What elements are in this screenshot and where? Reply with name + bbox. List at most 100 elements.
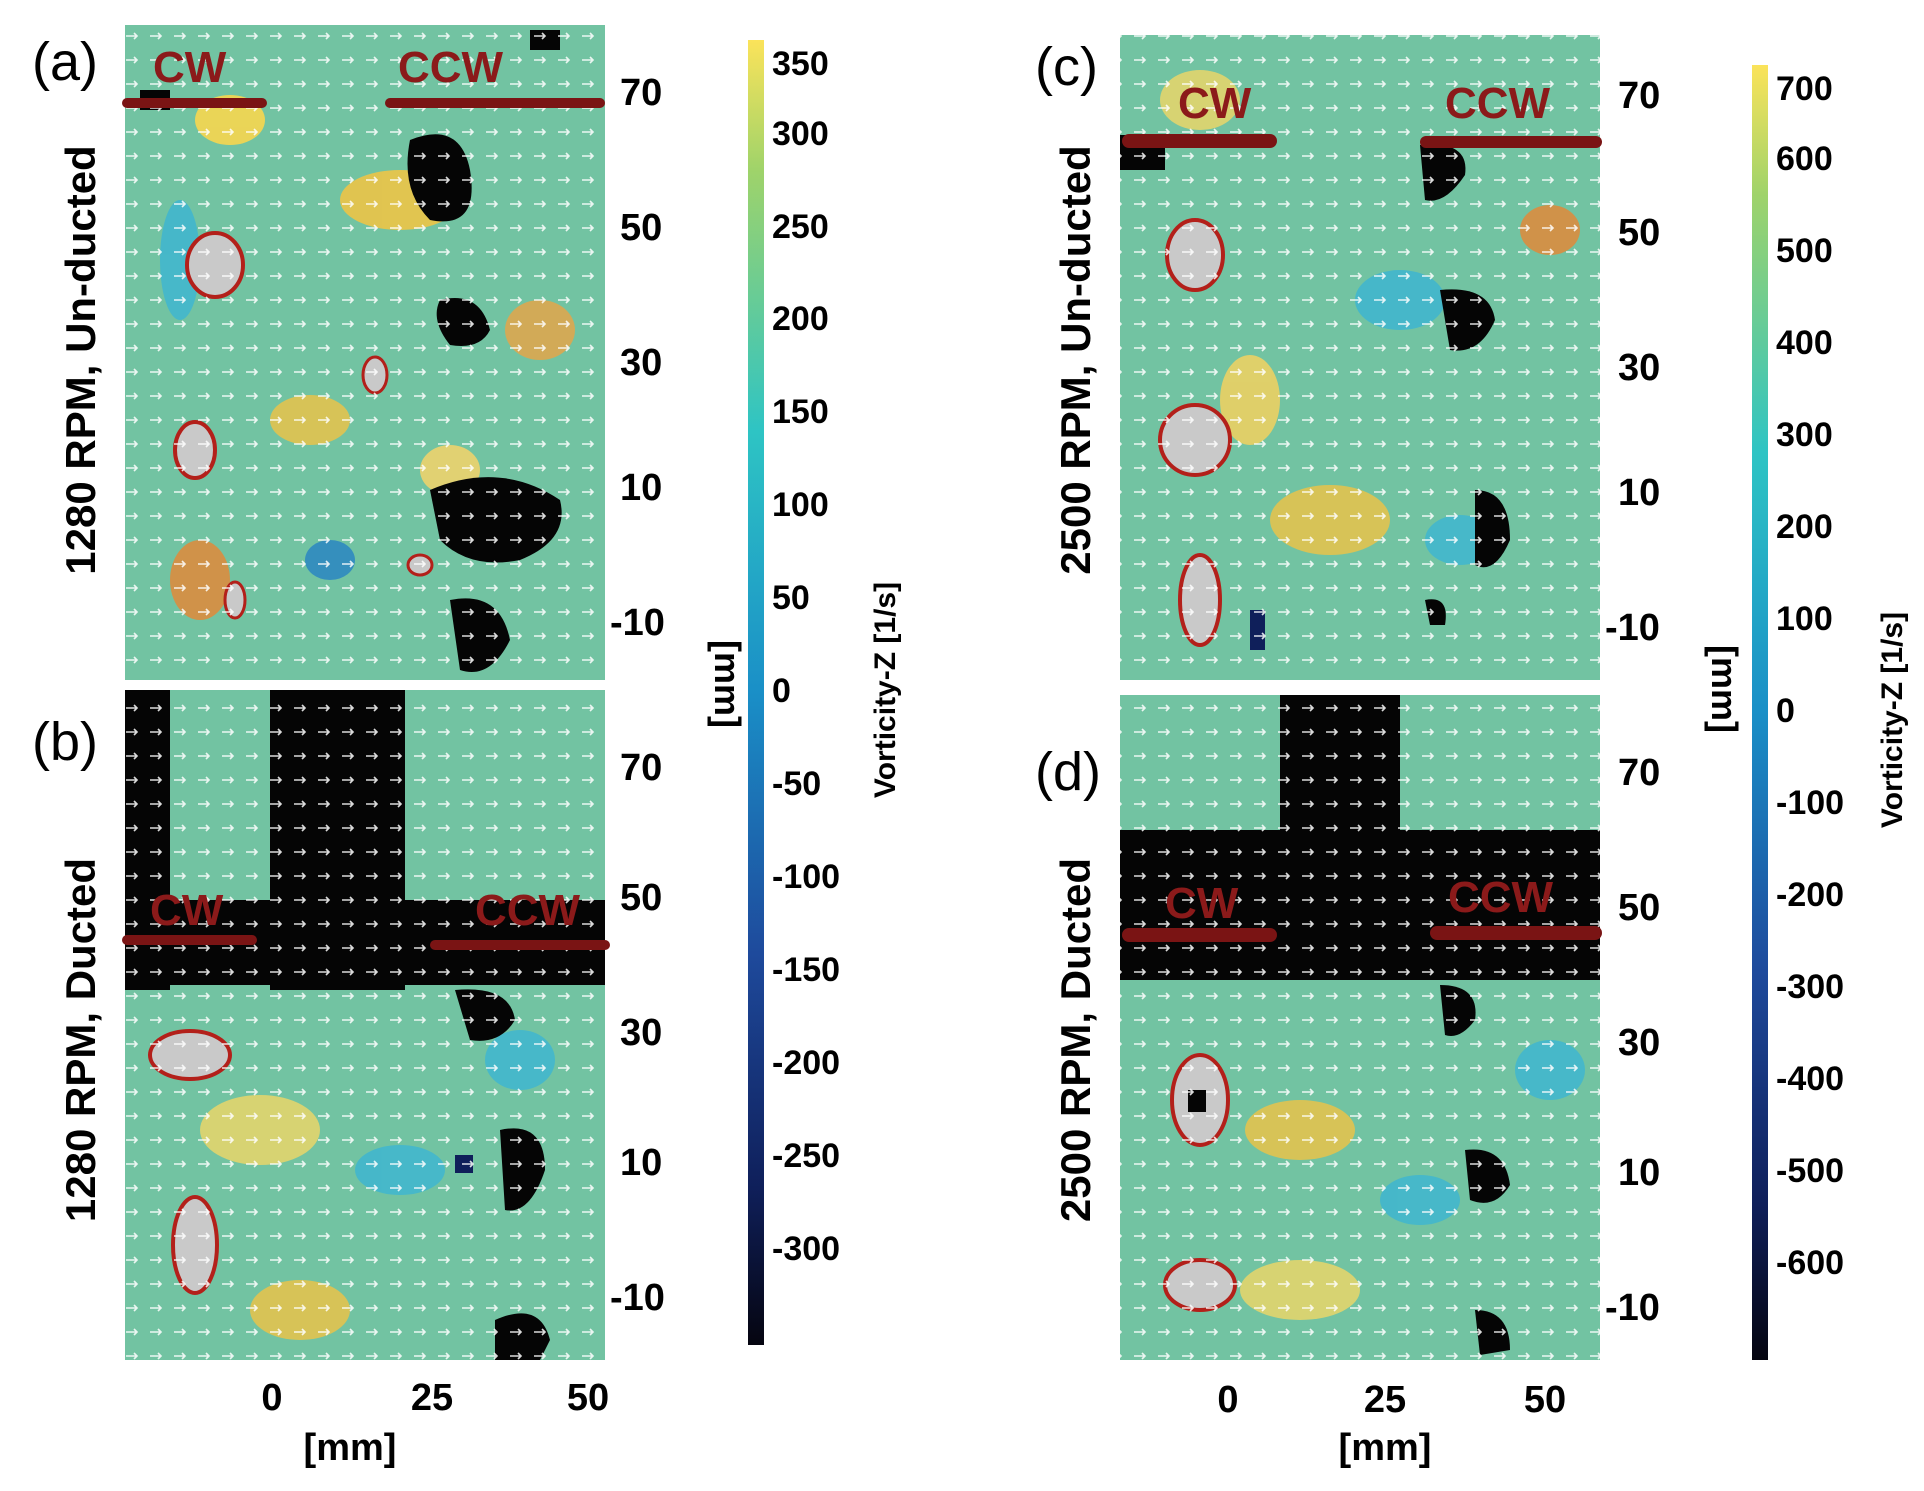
panel-d-ccw-label: CCW <box>1448 873 1554 922</box>
colorbar-left-tick: 150 <box>772 393 829 431</box>
panel-b-xtick: 25 <box>411 1377 453 1419</box>
colorbar-left: 350 300 250 200 150 100 50 0 -50 -100 -1… <box>748 40 902 1345</box>
panel-d-xtick: 50 <box>1524 1379 1566 1421</box>
panel-b-cw-label: CW <box>150 886 224 935</box>
panel-a-vectors <box>125 25 605 680</box>
panel-c-yticks: 70 50 30 10 -10 <box>1605 75 1660 649</box>
panel-b-xtick: 50 <box>567 1377 609 1419</box>
panel-d-cw-label: CW <box>1165 879 1239 928</box>
panel-a-yticks: 70 50 30 10 -10 <box>610 72 665 644</box>
colorbar-right-tick: 500 <box>1776 232 1833 270</box>
panel-b-row-title: 1280 RPM, Ducted <box>57 858 104 1222</box>
panel-c-yunit: [mm] <box>1704 645 1745 733</box>
colorbar-right-bar <box>1752 65 1768 1360</box>
panel-a-ccw-label: CCW <box>398 43 504 92</box>
colorbar-left-tick: 0 <box>772 672 791 710</box>
colorbar-left-tick: 50 <box>772 579 810 617</box>
panel-d-label: (d) <box>1035 742 1101 802</box>
panel-d-xunit: [mm] <box>1339 1427 1432 1469</box>
panel-a-ytick: 50 <box>620 207 662 249</box>
colorbar-right-tick: -400 <box>1776 1060 1844 1098</box>
panel-b-yticks: 70 50 30 10 -10 <box>610 747 665 1319</box>
colorbar-right-tick: -200 <box>1776 876 1844 914</box>
colorbar-left-tick: -150 <box>772 951 840 989</box>
panel-d-yticks: 70 50 30 10 -10 <box>1605 752 1660 1329</box>
colorbar-right-tick: 400 <box>1776 324 1833 362</box>
panel-c-ccw-label: CCW <box>1445 79 1551 128</box>
colorbar-left-tick: -50 <box>772 765 821 803</box>
panel-c-ytick: 10 <box>1618 472 1660 514</box>
panel-d-xtick: 25 <box>1364 1379 1406 1421</box>
panel-c-row-title: 2500 RPM, Un-ducted <box>1052 145 1099 574</box>
colorbar-right-tick: 300 <box>1776 416 1833 454</box>
panel-b-ccw-label: CCW <box>475 886 581 935</box>
colorbar-right-tick: -500 <box>1776 1152 1844 1190</box>
panel-d-rotor-cw-bar <box>1122 928 1277 942</box>
panel-a-ytick: 70 <box>620 72 662 114</box>
panel-c-rotor-cw-bar <box>1122 134 1277 148</box>
panel-a-ytick: -10 <box>610 602 665 644</box>
colorbar-left-tick: 200 <box>772 300 829 338</box>
panel-c-ytick: 70 <box>1618 75 1660 117</box>
panel-a-label: (a) <box>32 32 98 92</box>
colorbar-left-tick: 100 <box>772 486 829 524</box>
colorbar-left-tick: 300 <box>772 115 829 153</box>
colorbar-right-tick: 600 <box>1776 140 1833 178</box>
colorbar-right-ticks: 700 600 500 400 300 200 100 0 -100 -200 … <box>1776 70 1844 1282</box>
colorbar-left-bar <box>748 40 764 1345</box>
colorbar-right-tick: -100 <box>1776 784 1844 822</box>
panel-d-xtick: 0 <box>1217 1379 1238 1421</box>
colorbar-left-tick: -200 <box>772 1044 840 1082</box>
colorbar-left-tick: -300 <box>772 1230 840 1268</box>
panel-b: CW CCW (b) 70 50 30 10 -10 0 25 50 [mm] … <box>32 690 665 1469</box>
colorbar-right-tick: -600 <box>1776 1244 1844 1282</box>
colorbar-right-tick: 700 <box>1776 70 1833 108</box>
panel-b-xtick: 0 <box>261 1377 282 1419</box>
panel-a-rotor-ccw-bar <box>385 98 605 108</box>
panel-c-rotor-ccw-bar <box>1420 136 1602 148</box>
panel-d-ytick: 10 <box>1618 1152 1660 1194</box>
panel-d: CW CCW (d) 70 50 30 10 -10 0 25 50 [mm] … <box>1035 695 1660 1469</box>
panel-a-rotor-cw-bar <box>122 98 267 108</box>
panel-c-label: (c) <box>1035 37 1098 97</box>
panel-b-ytick: 70 <box>620 747 662 789</box>
panel-d-rotor-ccw-bar <box>1430 926 1602 940</box>
colorbar-right-tick: -300 <box>1776 968 1844 1006</box>
panel-d-ytick: 70 <box>1618 752 1660 794</box>
panel-b-rotor-ccw-bar <box>430 940 610 950</box>
panel-c-ytick: 30 <box>1618 347 1660 389</box>
panel-a-cw-label: CW <box>153 43 227 92</box>
panel-b-ytick: 50 <box>620 877 662 919</box>
panel-d-vectors <box>1120 695 1600 1360</box>
panel-a-yunit: [mm] <box>707 640 748 728</box>
colorbar-left-tick: 250 <box>772 208 829 246</box>
colorbar-right-label: Vorticity-Z [1/s] <box>1876 612 1909 828</box>
panel-b-xunit: [mm] <box>304 1427 397 1469</box>
panel-c-cw-label: CW <box>1178 79 1252 128</box>
panel-a: CW CCW (a) 70 50 30 10 -10 [mm] 1280 RPM… <box>32 25 748 728</box>
panel-d-ytick: -10 <box>1605 1287 1660 1329</box>
panel-a-ytick: 30 <box>620 342 662 384</box>
panel-c-ytick: 50 <box>1618 212 1660 254</box>
panel-b-label: (b) <box>32 712 98 772</box>
colorbar-left-tick: -250 <box>772 1137 840 1175</box>
panel-b-vectors <box>125 690 605 1360</box>
panel-d-row-title: 2500 RPM, Ducted <box>1052 858 1099 1222</box>
colorbar-right-tick: 200 <box>1776 508 1833 546</box>
colorbar-left-tick: -100 <box>772 858 840 896</box>
panel-b-rotor-cw-bar <box>122 935 257 945</box>
panel-b-ytick: -10 <box>610 1277 665 1319</box>
panel-b-xticks: 0 25 50 <box>261 1377 609 1419</box>
panel-b-ytick: 10 <box>620 1142 662 1184</box>
panel-c: CW CCW (c) 70 50 30 10 -10 [mm] 2500 RPM… <box>1035 35 1745 733</box>
colorbar-left-ticks: 350 300 250 200 150 100 50 0 -50 -100 -1… <box>772 45 840 1268</box>
colorbar-right: 700 600 500 400 300 200 100 0 -100 -200 … <box>1752 65 1909 1360</box>
panel-c-vectors <box>1120 35 1600 680</box>
panel-d-ytick: 30 <box>1618 1022 1660 1064</box>
panel-c-ytick: -10 <box>1605 607 1660 649</box>
panel-b-ytick: 30 <box>620 1012 662 1054</box>
colorbar-left-tick: 350 <box>772 45 829 83</box>
panel-d-ytick: 50 <box>1618 887 1660 929</box>
colorbar-right-tick: 0 <box>1776 692 1795 730</box>
